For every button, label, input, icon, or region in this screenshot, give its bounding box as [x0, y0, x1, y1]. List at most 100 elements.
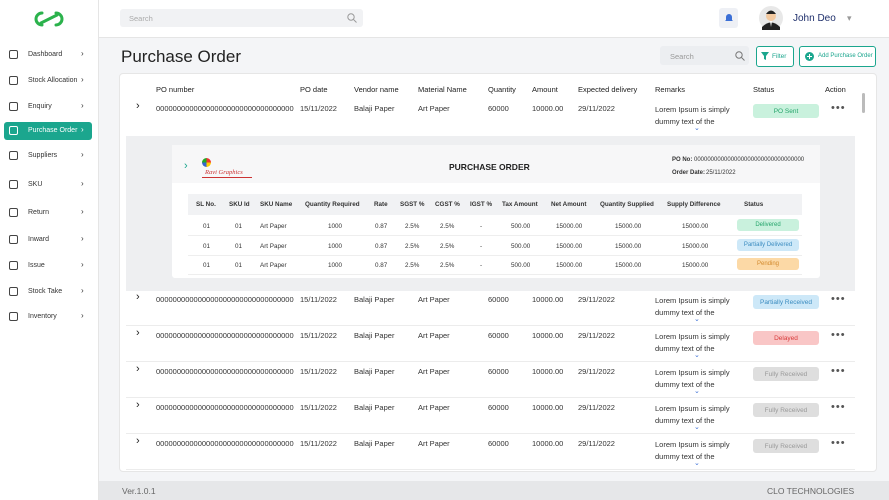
detail-cell: 15000.00	[615, 262, 642, 269]
row-actions[interactable]: •••	[831, 437, 846, 449]
remarks: Lorem Ipsum is simply dummy text of the	[655, 332, 730, 353]
row-actions[interactable]: •••	[831, 401, 846, 413]
remarks: Lorem Ipsum is simply dummy text of the	[655, 105, 730, 126]
remarks-expand[interactable]: ⌄	[694, 424, 700, 431]
cell: 29/11/2022	[578, 104, 615, 113]
nav-label: Issue	[28, 262, 45, 269]
scrollbar[interactable]	[862, 93, 865, 113]
expand-chevron[interactable]: ›	[136, 291, 140, 303]
detail-cell: 2.5%	[440, 262, 455, 269]
column-header: PO date	[300, 85, 328, 94]
cell: 10000.00	[532, 295, 564, 304]
collapse-chevron[interactable]: ›	[184, 160, 188, 172]
detail-cell: -	[480, 262, 483, 269]
cell: Balaji Paper	[354, 403, 395, 412]
notification-button[interactable]	[719, 8, 738, 28]
detail-column-header: SL No.	[196, 201, 216, 208]
column-header: Amount	[532, 85, 558, 94]
nav-item[interactable]: Return ›	[4, 204, 92, 222]
nav-chevron: ›	[81, 286, 84, 295]
status-badge: Delayed	[753, 331, 819, 345]
row-actions[interactable]: •••	[831, 102, 846, 114]
cell: 10000.00	[532, 439, 564, 448]
search-placeholder: Search	[670, 52, 694, 61]
cell: 000000000000000000000000000000000	[156, 331, 294, 340]
detail-cell: -	[480, 242, 483, 250]
nav-item[interactable]: Suppliers ›	[4, 147, 92, 165]
detail-status-badge: Delivered	[737, 219, 799, 231]
remarks-expand[interactable]: ⌄	[694, 460, 700, 467]
row-actions[interactable]: •••	[831, 293, 846, 305]
nav-item[interactable]: Purchase Order ›	[4, 122, 92, 140]
remarks-expand[interactable]: ⌄	[694, 352, 700, 359]
cell: 60000	[488, 439, 509, 448]
add-button[interactable]: Add Purchase Order	[799, 46, 876, 67]
user-name[interactable]: John Deo	[793, 13, 836, 24]
cell: Balaji Paper	[354, 104, 395, 113]
nav-chevron: ›	[81, 311, 84, 320]
detail-cell: 0.87	[375, 242, 388, 250]
nav-item[interactable]: SKU ›	[4, 176, 92, 194]
nav-label: Inward	[28, 236, 50, 243]
row-actions[interactable]: •••	[831, 365, 846, 377]
top-search[interactable]: Search	[120, 9, 363, 27]
status-badge: Fully Received	[753, 367, 819, 381]
cell: Balaji Paper	[354, 295, 395, 304]
filter-button[interactable]: Filter	[756, 46, 794, 67]
column-header: Vendor name	[354, 85, 399, 94]
detail-title: PURCHASE ORDER	[449, 162, 530, 172]
cell: Art Paper	[418, 367, 450, 376]
nav-icon	[9, 312, 18, 321]
nav-label: Stock Allocation	[28, 77, 78, 84]
nav-chevron: ›	[81, 150, 84, 159]
row-actions[interactable]: •••	[831, 329, 846, 341]
cell: 29/11/2022	[578, 331, 615, 340]
expand-chevron[interactable]: ›	[136, 435, 140, 447]
brand-name: Ravi Graphics	[205, 169, 243, 176]
nav-chevron: ›	[81, 207, 84, 216]
nav-item[interactable]: Stock Allocation ›	[4, 72, 92, 90]
nav-label: Enquiry	[28, 103, 52, 110]
detail-cell: 2.5%	[405, 262, 420, 269]
detail-cell: 2.5%	[405, 223, 420, 230]
remarks: Lorem Ipsum is simply dummy text of the	[655, 368, 730, 389]
filter-label: Filter	[772, 53, 787, 60]
detail-cell: 01	[203, 242, 211, 250]
expand-chevron[interactable]: ›	[136, 100, 140, 112]
page-search[interactable]: Search	[660, 46, 749, 65]
remarks-expand[interactable]: ⌄	[694, 316, 700, 323]
remarks-expand[interactable]: ⌄	[694, 388, 700, 395]
detail-cell: 500.00	[511, 223, 531, 230]
detail-cell: 15000.00	[556, 262, 583, 269]
row-divider	[126, 433, 855, 434]
nav-item[interactable]: Inventory ›	[4, 308, 92, 326]
nav-item[interactable]: Inward ›	[4, 231, 92, 249]
nav-item[interactable]: Dashboard ›	[4, 46, 92, 64]
detail-cell: 2.5%	[440, 242, 455, 250]
nav-item[interactable]: Stock Take ›	[4, 283, 92, 301]
expand-chevron[interactable]: ›	[136, 327, 140, 339]
remarks-expand[interactable]: ⌄	[694, 125, 700, 132]
cell: 15/11/2022	[300, 295, 337, 304]
order-date-label: Order Date:	[672, 170, 706, 176]
nav-chevron: ›	[81, 75, 84, 84]
cell: 29/11/2022	[578, 295, 615, 304]
avatar[interactable]	[759, 6, 783, 30]
cell: 10000.00	[532, 403, 564, 412]
brand-underline	[202, 177, 252, 178]
user-menu-caret[interactable]: ▾	[847, 13, 852, 23]
nav-label: Dashboard	[28, 51, 63, 58]
detail-column-header: SKU Name	[260, 201, 293, 208]
nav-item[interactable]: Issue ›	[4, 257, 92, 275]
order-date: 25/11/2022	[706, 170, 736, 176]
nav-chevron: ›	[81, 260, 84, 269]
detail-cell: 0.87	[375, 223, 388, 230]
expand-chevron[interactable]: ›	[136, 399, 140, 411]
expand-chevron[interactable]: ›	[136, 363, 140, 375]
footer: Ver.1.0.1 CLO TECHNOLOGIES	[99, 481, 889, 500]
detail-column-header: Supply Difference	[667, 201, 721, 208]
detail-cell: Art Paper	[260, 223, 287, 230]
nav-item[interactable]: Enquiry ›	[4, 98, 92, 116]
cell: 000000000000000000000000000000000	[156, 104, 294, 113]
po-no: 000000000000000000000000000000000	[694, 157, 805, 163]
